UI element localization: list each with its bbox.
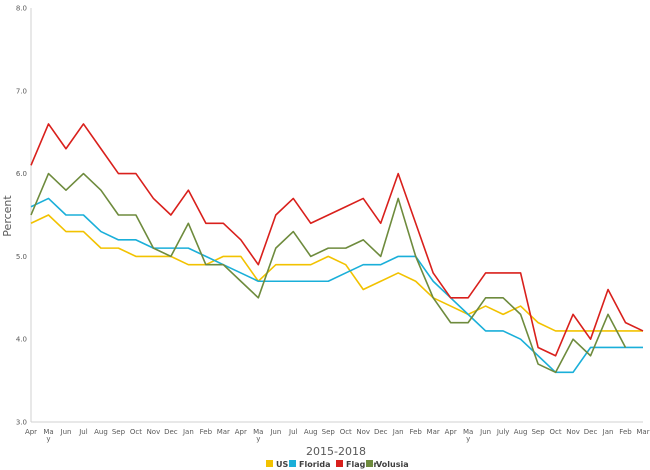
legend-swatch (289, 460, 296, 467)
x-tick-label: Feb (409, 428, 422, 436)
x-tick-label: Nov (147, 428, 161, 436)
x-tick-label: Dec (374, 428, 388, 436)
x-tick-label: Jan (602, 428, 614, 436)
x-tick-label: Aug (514, 428, 528, 436)
x-tick-label: Feb (200, 428, 213, 436)
y-tick-labels: 3.0 4.0 5.0 6.0 7.0 8.0 (16, 5, 27, 427)
y-tick-label: 7.0 (16, 87, 27, 95)
x-tick-label: Aug (304, 428, 318, 436)
x-tick-label: Mar (636, 428, 649, 436)
legend-label: Flagler (346, 460, 378, 469)
x-tick-label: Jan (182, 428, 194, 436)
x-tick-label: Sep (322, 428, 336, 436)
series-lines (30, 123, 644, 374)
y-tick-label: 6.0 (16, 170, 27, 178)
x-tick-label: Dec (584, 428, 598, 436)
x-tick-label: Feb (619, 428, 632, 436)
x-axis-label: 2015-2018 (306, 445, 366, 458)
legend-swatch (366, 460, 373, 467)
x-tick-label: Jul (288, 428, 298, 436)
x-tick-label: Nov (566, 428, 580, 436)
legend-label: Florida (299, 460, 331, 469)
x-tick-label: Sep (112, 428, 126, 436)
x-tick-label: Apr (235, 428, 247, 436)
x-tick-label: Sep (531, 428, 545, 436)
x-tick-label: Jun (60, 428, 72, 436)
legend-label: US (276, 460, 288, 469)
legend-label: Volusia (376, 460, 409, 469)
x-tick-label: Oct (130, 428, 142, 436)
x-tick-label: Mar (217, 428, 230, 436)
x-tick-label: Ma y (43, 428, 53, 443)
x-tick-label: Jul (78, 428, 88, 436)
series-line-florida (30, 197, 643, 374)
y-tick-label: 8.0 (16, 5, 27, 13)
x-tick-label: Oct (550, 428, 562, 436)
legend-swatch (266, 460, 273, 467)
x-tick-label: Ma y (463, 428, 473, 443)
y-axis-label: Percent (1, 195, 14, 237)
x-tick-label: Aug (94, 428, 108, 436)
y-tick-label: 5.0 (16, 253, 27, 261)
x-tick-label: Oct (340, 428, 352, 436)
x-tick-label: Jan (392, 428, 404, 436)
x-tick-label: Apr (445, 428, 457, 436)
x-tick-label: Nov (356, 428, 370, 436)
x-tick-label: Apr (25, 428, 37, 436)
series-line-volusia (30, 172, 627, 374)
x-tick-label: Dec (164, 428, 178, 436)
x-tick-label: Mar (427, 428, 440, 436)
x-tick-label: Jun (269, 428, 281, 436)
x-tick-label: July (496, 428, 510, 436)
x-tick-label: Ma y (253, 428, 263, 443)
y-tick-label: 3.0 (16, 419, 27, 427)
series-line-flagler (30, 123, 644, 357)
legend-swatch (336, 460, 343, 467)
y-tick-label: 4.0 (16, 336, 27, 344)
x-tick-label: Jun (479, 428, 491, 436)
series-line-us (30, 214, 643, 332)
